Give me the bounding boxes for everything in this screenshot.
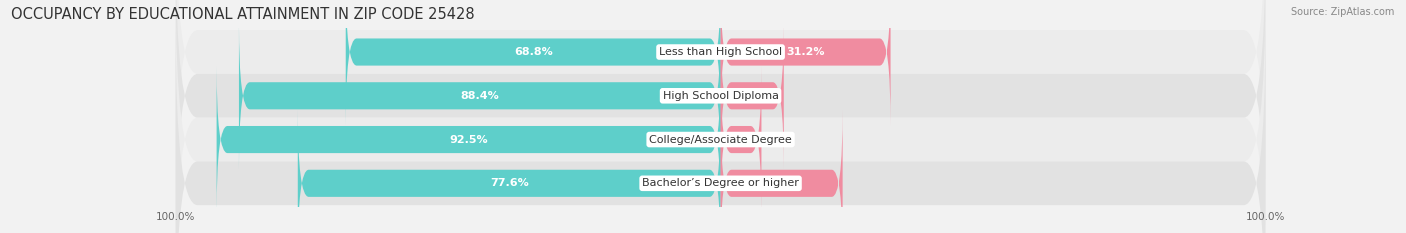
FancyBboxPatch shape [239,22,721,170]
Text: Bachelor’s Degree or higher: Bachelor’s Degree or higher [643,178,799,188]
Text: 68.8%: 68.8% [513,47,553,57]
FancyBboxPatch shape [217,66,721,213]
Text: 11.6%: 11.6% [733,91,772,101]
FancyBboxPatch shape [176,0,1265,233]
FancyBboxPatch shape [721,0,890,126]
Text: College/Associate Degree: College/Associate Degree [650,134,792,144]
Text: 88.4%: 88.4% [460,91,499,101]
FancyBboxPatch shape [721,109,842,233]
FancyBboxPatch shape [298,109,721,233]
FancyBboxPatch shape [721,66,762,213]
Text: 22.4%: 22.4% [762,178,801,188]
FancyBboxPatch shape [176,0,1265,205]
FancyBboxPatch shape [346,0,721,126]
FancyBboxPatch shape [176,30,1265,233]
Text: OCCUPANCY BY EDUCATIONAL ATTAINMENT IN ZIP CODE 25428: OCCUPANCY BY EDUCATIONAL ATTAINMENT IN Z… [11,7,475,22]
Text: Source: ZipAtlas.com: Source: ZipAtlas.com [1291,7,1395,17]
Text: 7.5%: 7.5% [725,134,756,144]
Text: 31.2%: 31.2% [786,47,825,57]
FancyBboxPatch shape [721,22,783,170]
FancyBboxPatch shape [176,0,1265,233]
Text: Less than High School: Less than High School [659,47,782,57]
Text: High School Diploma: High School Diploma [662,91,779,101]
Text: 92.5%: 92.5% [450,134,488,144]
Text: 77.6%: 77.6% [489,178,529,188]
